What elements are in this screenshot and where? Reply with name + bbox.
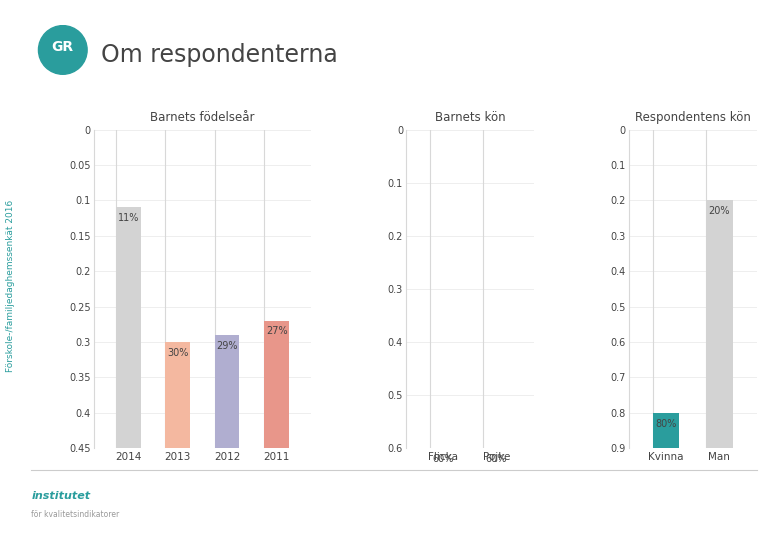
Title: Barnets kön: Barnets kön [434, 111, 505, 124]
Text: 20%: 20% [708, 206, 730, 216]
Bar [215, 335, 239, 448]
Text: Om respondenterna: Om respondenterna [101, 43, 339, 67]
Text: 60%: 60% [433, 454, 454, 464]
Bar [653, 413, 679, 448]
Title: Barnets födelseår: Barnets födelseår [150, 111, 254, 124]
Text: 60%: 60% [486, 454, 507, 464]
Text: 30%: 30% [167, 348, 188, 357]
Circle shape [38, 25, 87, 75]
Text: GR: GR [51, 40, 74, 55]
Bar [116, 207, 140, 448]
Bar [165, 342, 190, 448]
Text: för kvalitetsindikatorer: för kvalitetsindikatorer [31, 510, 119, 519]
Title: Respondentens kön: Respondentens kön [635, 111, 750, 124]
Text: 11%: 11% [118, 213, 139, 223]
Text: 80%: 80% [655, 418, 676, 429]
Text: Förskole-/familjedaghemssenkät 2016: Förskole-/familjedaghemssenkät 2016 [5, 200, 15, 372]
Text: 29%: 29% [216, 341, 238, 350]
Bar [706, 200, 732, 448]
Text: institutet: institutet [31, 491, 90, 502]
Bar [264, 321, 289, 448]
Text: 27%: 27% [266, 327, 287, 336]
